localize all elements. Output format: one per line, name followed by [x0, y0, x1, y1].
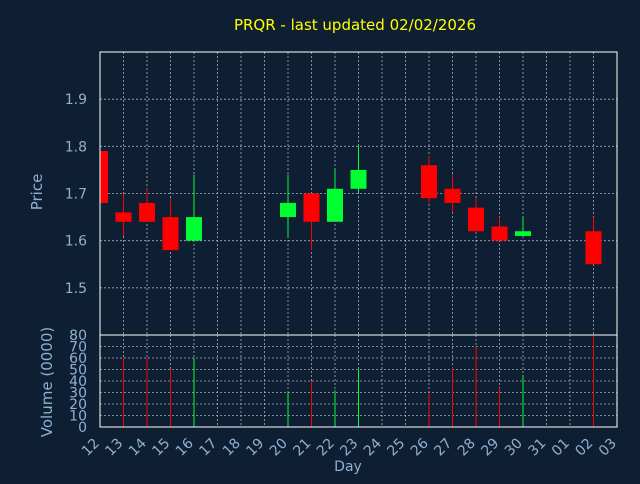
volume-tick-label: 50: [69, 363, 87, 379]
x-tick-label: 23: [337, 436, 361, 460]
x-axis-label: Day: [334, 459, 362, 475]
candle-body: [468, 207, 484, 232]
x-tick-label: 15: [149, 436, 173, 460]
volume-tick-label: 80: [69, 328, 87, 344]
candle-body: [515, 231, 531, 236]
volume-tick-label: 70: [69, 340, 87, 356]
candle-body: [327, 188, 343, 222]
candle-body: [585, 231, 602, 265]
candle-body: [444, 188, 461, 203]
volume-tick-label: 10: [69, 409, 87, 425]
x-tick-label: 03: [596, 436, 620, 460]
x-tick-label: 24: [361, 435, 385, 459]
candle-body: [115, 212, 132, 222]
volume-tick-label: 20: [69, 397, 87, 413]
volume-tick-label: 0: [78, 420, 87, 436]
x-tick-label: 18: [220, 436, 244, 460]
price-tick-label: 1.7: [65, 187, 87, 203]
x-tick-label: 12: [79, 436, 103, 460]
candle-body: [186, 217, 202, 241]
x-tick-label: 31: [525, 436, 549, 460]
candle-body: [162, 217, 179, 251]
price-axis-label: Price: [28, 174, 46, 211]
x-tick-labels: 12 13 14 15 16 17 18 19 20 21 22 23 24 25 26 27 28 29 30 31…: [79, 435, 620, 459]
x-tick-label: 30: [502, 436, 526, 460]
price-tick-label: 1.5: [65, 281, 87, 297]
x-tick-label: 25: [384, 436, 408, 460]
x-tick-label: 20: [267, 436, 291, 460]
x-tick-label: 14: [126, 435, 150, 459]
candle-body: [280, 202, 296, 218]
x-tick-label: 02: [572, 436, 596, 460]
price-tick-label: 1.8: [65, 139, 87, 155]
volume-plot-frame: [99, 334, 618, 428]
x-tick-label: 13: [102, 436, 126, 460]
x-tick-label: 17: [196, 436, 220, 460]
volume-tick-label: 60: [69, 351, 87, 367]
x-tick-label: 19: [243, 436, 267, 460]
x-tick-label: 26: [408, 435, 432, 459]
candle-body: [491, 226, 508, 241]
candle-body: [350, 169, 367, 189]
chart-title: PRQR - last updated 02/02/2026: [234, 16, 476, 34]
price-tick-labels: 1.5 1.6 1.7 1.8 1.9: [65, 92, 87, 297]
volume-bars-layer: [123, 335, 594, 427]
candle-body: [139, 202, 155, 222]
volume-axis-label: Volume (0000): [38, 327, 56, 437]
price-tick-label: 1.6: [65, 234, 87, 250]
volume-tick-label: 40: [69, 374, 87, 390]
candles-layer: [99, 146, 602, 265]
volume-tick-label: 30: [69, 386, 87, 402]
x-tick-label: 29: [478, 436, 502, 460]
x-tick-label: 22: [314, 436, 338, 460]
x-tick-label: 16: [173, 435, 197, 459]
candle-body: [303, 193, 320, 222]
candle-body: [100, 151, 108, 203]
x-tick-label: 27: [431, 436, 455, 460]
x-tick-label: 21: [290, 436, 314, 460]
x-tick-label: 01: [549, 436, 573, 460]
candle-body: [421, 165, 437, 199]
price-tick-label: 1.9: [65, 92, 87, 108]
x-tick-label: 28: [455, 436, 479, 460]
